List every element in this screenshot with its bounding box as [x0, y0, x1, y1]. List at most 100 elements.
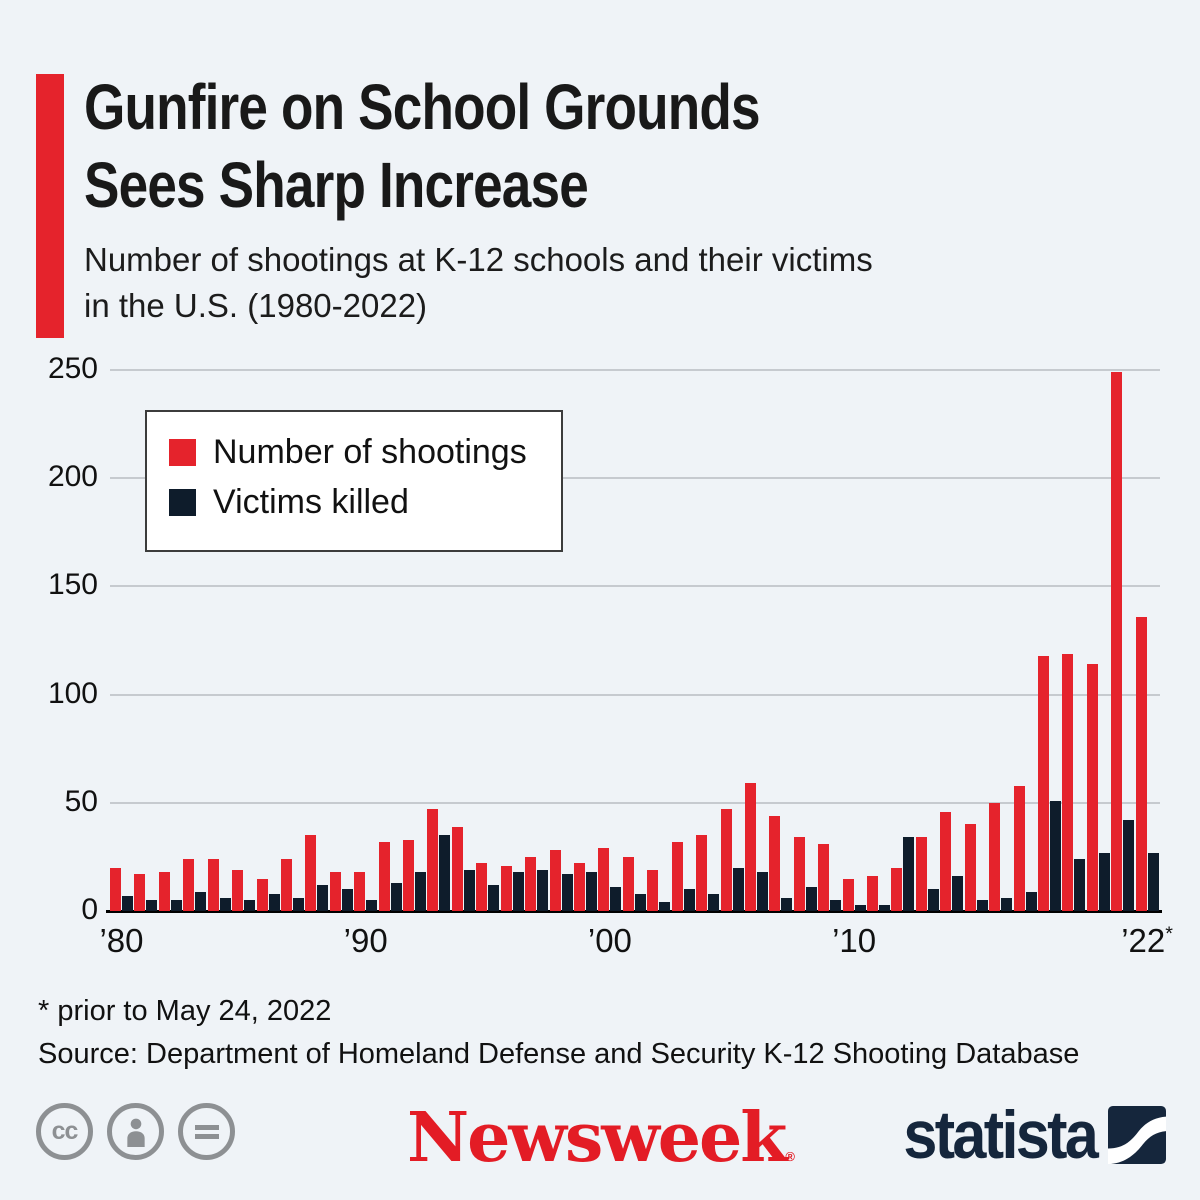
equals-glyph	[194, 1124, 219, 1139]
bar-shootings-1995	[476, 863, 488, 911]
cc-text: cc	[51, 1117, 79, 1145]
bar-shootings-2001	[622, 856, 634, 911]
bar-shootings-2003	[671, 841, 683, 911]
gridline-50	[110, 801, 1160, 804]
bar-victims-2006	[756, 872, 768, 911]
legend-item-shootings: Number of shootings	[169, 432, 561, 472]
bar-victims-2012	[903, 837, 915, 911]
bar-shootings-1994	[451, 826, 463, 911]
chart-legend: Number of shootings Victims killed	[145, 410, 563, 552]
bar-shootings-2000	[598, 848, 610, 911]
legend-label-shootings: Number of shootings	[213, 432, 527, 471]
y-tick-50: 50	[64, 784, 98, 818]
bar-shootings-2013	[915, 837, 927, 911]
title-line-1: Gunfire on School Grounds	[84, 71, 761, 143]
page-title: Gunfire on School Grounds Sees Sharp Inc…	[84, 68, 761, 224]
bar-shootings-2008	[793, 837, 805, 911]
registered-mark-icon: ®	[785, 1149, 794, 1164]
bar-victims-1992	[415, 872, 426, 911]
bar-victims-1993	[439, 835, 451, 911]
bar-shootings-2010	[842, 878, 854, 911]
bar-shootings-2021	[1111, 372, 1123, 911]
bar-victims-2021	[1123, 820, 1135, 911]
bar-shootings-2015	[964, 824, 976, 911]
bar-shootings-2005	[720, 809, 732, 911]
bar-victims-2011	[879, 904, 890, 911]
bar-shootings-1991	[378, 841, 390, 911]
bar-victims-2017	[1025, 891, 1037, 911]
subtitle-line-2: in the U.S. (1980-2022)	[84, 287, 428, 324]
bar-shootings-1982	[158, 872, 170, 911]
bar-victims-1991	[390, 882, 402, 911]
legend-swatch-shootings	[169, 438, 196, 466]
bar-victims-1984	[219, 898, 231, 911]
equals-icon	[178, 1103, 235, 1160]
bar-victims-1988	[317, 885, 329, 911]
bar-shootings-1996	[500, 865, 512, 911]
title-accent-bar	[36, 74, 64, 338]
bar-shootings-1998	[549, 850, 561, 911]
x-axis-line	[106, 910, 1162, 913]
bar-shootings-2016	[989, 802, 1001, 911]
statista-wordmark: statista	[903, 1097, 1098, 1173]
bar-shootings-1999	[574, 863, 585, 911]
bar-victims-2020	[1098, 852, 1110, 911]
bar-shootings-2020	[1086, 664, 1098, 911]
y-tick-100: 100	[47, 676, 98, 710]
bar-victims-1996	[512, 872, 524, 911]
bar-shootings-1986	[256, 878, 268, 911]
x-tick-1990: ’90	[343, 922, 388, 959]
bar-victims-2000	[610, 887, 622, 911]
bar-shootings-2014	[940, 811, 952, 911]
bar-victims-1997	[537, 869, 549, 911]
bar-victims-2022	[1147, 852, 1159, 911]
bar-shootings-2017	[1013, 785, 1025, 911]
bar-victims-1990	[366, 900, 378, 911]
bar-shootings-2022	[1135, 616, 1147, 911]
legend-label-victims: Victims killed	[213, 482, 409, 521]
bar-shootings-2009	[818, 843, 830, 911]
gridline-250	[110, 369, 1160, 371]
legend-swatch-victims	[169, 488, 196, 516]
bar-victims-2002	[659, 902, 671, 911]
y-tick-200: 200	[47, 460, 98, 494]
x-tick-2000: ’00	[587, 922, 632, 959]
bar-victims-1981	[146, 900, 158, 911]
legend-item-victims: Victims killed	[169, 482, 561, 522]
gridline-100	[110, 693, 1160, 696]
creative-commons-badges: cc	[36, 1103, 235, 1160]
bar-shootings-1987	[280, 859, 292, 911]
bar-victims-1986	[268, 893, 280, 911]
statista-logo: statista	[882, 1096, 1166, 1174]
newsweek-wordmark: Newsweek	[406, 1098, 787, 1178]
bar-victims-2007	[781, 898, 793, 911]
person-glyph	[126, 1118, 145, 1147]
x-tick-2022: ’22*	[1121, 922, 1173, 959]
footnote: * prior to May 24, 2022	[38, 995, 332, 1027]
bar-victims-2009	[830, 900, 842, 911]
bar-shootings-2002	[647, 869, 659, 911]
statista-swoosh-icon	[1108, 1106, 1166, 1164]
bar-victims-1983	[195, 891, 207, 911]
x-tick-2010: ’10	[832, 922, 877, 959]
bar-victims-2019	[1074, 859, 1086, 911]
bar-shootings-1984	[207, 859, 219, 911]
bar-victims-2010	[854, 904, 866, 911]
bar-shootings-1992	[403, 839, 414, 911]
bar-victims-1987	[292, 898, 304, 911]
bar-victims-2013	[927, 889, 939, 911]
bar-shootings-1993	[427, 809, 439, 911]
attribution-person-icon	[107, 1103, 164, 1160]
bar-shootings-2011	[867, 876, 878, 911]
bar-victims-2003	[683, 889, 695, 911]
subtitle-line-1: Number of shootings at K-12 schools and …	[84, 241, 873, 278]
bar-shootings-1989	[329, 872, 341, 911]
cc-license-icon: cc	[36, 1103, 93, 1160]
bar-victims-1980	[122, 895, 133, 911]
bar-victims-2014	[952, 876, 964, 911]
bar-victims-1994	[463, 869, 475, 911]
bar-shootings-1997	[525, 856, 537, 911]
bar-shootings-2012	[891, 867, 903, 911]
